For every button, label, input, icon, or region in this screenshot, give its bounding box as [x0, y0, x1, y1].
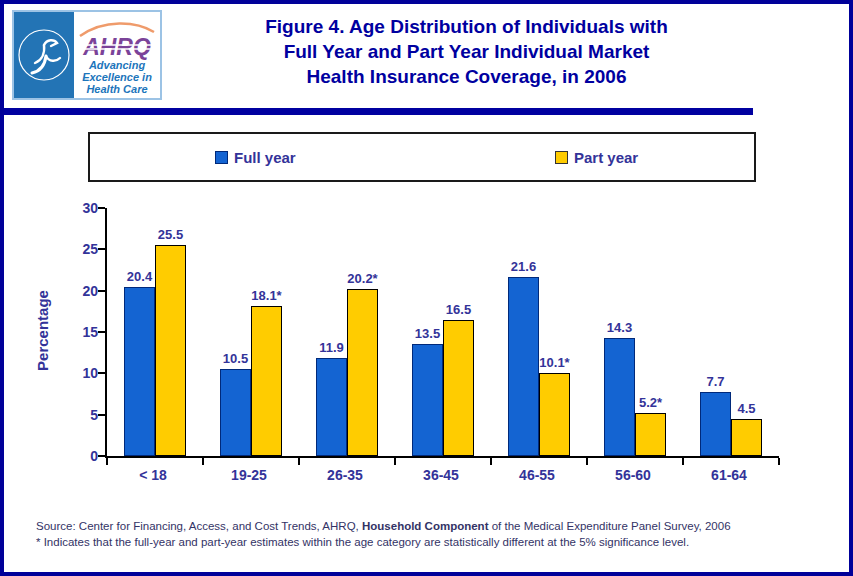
bar-value-label: 11.9: [319, 340, 344, 355]
chart-legend: Full year Part year: [88, 132, 756, 182]
ahrq-wordmark: AHRQ: [82, 34, 151, 60]
bar-part-year: 25.5: [155, 245, 186, 456]
bar-value-label: 14.3: [607, 320, 632, 335]
bar-full-year: 10.5: [220, 369, 251, 456]
bar-value-label: 16.5: [446, 302, 471, 317]
bar-group: 13.516.5: [395, 208, 491, 456]
y-tick-label: 20: [60, 283, 98, 299]
bar-value-label: 25.5: [158, 227, 183, 242]
bar-value-label: 21.6: [511, 259, 536, 274]
y-axis-title: Percentage: [34, 251, 51, 411]
y-tick-label: 30: [60, 200, 98, 216]
part-year-swatch-icon: [555, 151, 568, 164]
bar-group: 7.74.5: [683, 208, 779, 456]
bar-value-label: 20.4: [127, 269, 152, 284]
ahrq-tagline: Advancing Excellence in Health Care: [82, 59, 152, 95]
bar-group: 20.425.5: [107, 208, 203, 456]
bar-group: 10.518.1*: [203, 208, 299, 456]
bar-value-label: 13.5: [415, 326, 440, 341]
bar-value-label: 20.2*: [347, 271, 377, 286]
bar-full-year: 20.4: [124, 287, 155, 456]
source-line: Source: Center for Financing, Access, an…: [36, 518, 836, 534]
legend-label-part-year: Part year: [574, 149, 638, 166]
bar-value-label: 7.7: [706, 374, 724, 389]
bar-part-year: 10.1*: [539, 373, 570, 456]
y-axis-tick: [98, 331, 105, 333]
x-axis-label: 61-64: [681, 467, 777, 483]
x-axis-tick: [490, 458, 492, 465]
bar-value-label: 10.1*: [539, 355, 569, 370]
bar-value-label: 18.1*: [251, 288, 281, 303]
tagline-line-2: Excellence in: [82, 71, 152, 83]
y-axis-tick: [98, 455, 105, 457]
y-tick-label: 10: [60, 365, 98, 381]
x-axis-tick: [778, 458, 780, 465]
y-tick-label: 0: [60, 448, 98, 464]
header-divider-bar: [4, 108, 753, 115]
y-axis-tick: [98, 372, 105, 374]
x-axis-tick: [202, 458, 204, 465]
y-axis-labels: 051015202530: [60, 208, 98, 456]
bar-value-label: 10.5: [223, 351, 248, 366]
bar-part-year: 18.1*: [251, 306, 282, 456]
y-axis-tick: [98, 290, 105, 292]
bar-group: 11.920.2*: [299, 208, 395, 456]
bar-full-year: 21.6: [508, 277, 539, 456]
bar-full-year: 13.5: [412, 344, 443, 456]
tagline-line-3: Health Care: [86, 83, 147, 95]
x-axis-labels: < 1819-2526-3536-4546-5556-6061-64: [105, 467, 777, 483]
bar-part-year: 4.5: [731, 419, 762, 456]
y-tick-label: 25: [60, 241, 98, 257]
bar-full-year: 14.3: [604, 338, 635, 456]
legend-label-full-year: Full year: [234, 149, 296, 166]
y-axis-tick: [98, 207, 105, 209]
legend-item-full-year: Full year: [215, 134, 296, 180]
bar-part-year: 20.2*: [347, 289, 378, 456]
bar-part-year: 16.5: [443, 320, 474, 456]
x-axis-tick: [106, 458, 108, 465]
figure-title: Figure 4. Age Distribution of Individual…: [179, 14, 754, 89]
bar-value-label: 5.2*: [639, 395, 662, 410]
y-tick-label: 15: [60, 324, 98, 340]
y-tick-label: 5: [60, 407, 98, 423]
x-axis-label: 26-35: [297, 467, 393, 483]
bar-group: 21.610.1*: [491, 208, 587, 456]
x-axis-label: 46-55: [489, 467, 585, 483]
plot-area: 20.425.510.518.1*11.920.2*13.516.521.610…: [105, 208, 779, 458]
x-axis-tick: [298, 458, 300, 465]
tagline-line-1: Advancing: [88, 59, 146, 71]
source-note: Source: Center for Financing, Access, an…: [36, 518, 836, 550]
y-axis-tick: [98, 414, 105, 416]
significance-note-line: * Indicates that the full-year and part-…: [36, 534, 836, 550]
logo-graphic: AHRQ Advancing Excellence in Health Care: [14, 12, 160, 98]
figure-title-line-3: Health Insurance Coverage, in 2006: [179, 64, 754, 89]
x-axis-label: 19-25: [201, 467, 297, 483]
x-axis-label: 36-45: [393, 467, 489, 483]
figure-title-line-2: Full Year and Part Year Individual Marke…: [179, 39, 754, 64]
bar-value-label: 4.5: [737, 401, 755, 416]
x-axis-tick: [586, 458, 588, 465]
y-axis-tick: [98, 248, 105, 250]
bar-part-year: 5.2*: [635, 413, 666, 456]
full-year-swatch-icon: [215, 151, 228, 164]
figure-page: AHRQ Advancing Excellence in Health Care…: [0, 0, 853, 576]
source-bold-segment: Household Component: [362, 520, 489, 532]
x-axis-label: 56-60: [585, 467, 681, 483]
legend-item-part-year: Part year: [555, 134, 638, 180]
bar-group: 14.35.2*: [587, 208, 683, 456]
x-axis-tick: [682, 458, 684, 465]
bar-full-year: 7.7: [700, 392, 731, 456]
figure-title-line-1: Figure 4. Age Distribution of Individual…: [179, 14, 754, 39]
x-axis-label: < 18: [105, 467, 201, 483]
bar-full-year: 11.9: [316, 358, 347, 456]
ahrq-hhs-logo: AHRQ Advancing Excellence in Health Care: [12, 10, 162, 100]
x-axis-tick: [394, 458, 396, 465]
